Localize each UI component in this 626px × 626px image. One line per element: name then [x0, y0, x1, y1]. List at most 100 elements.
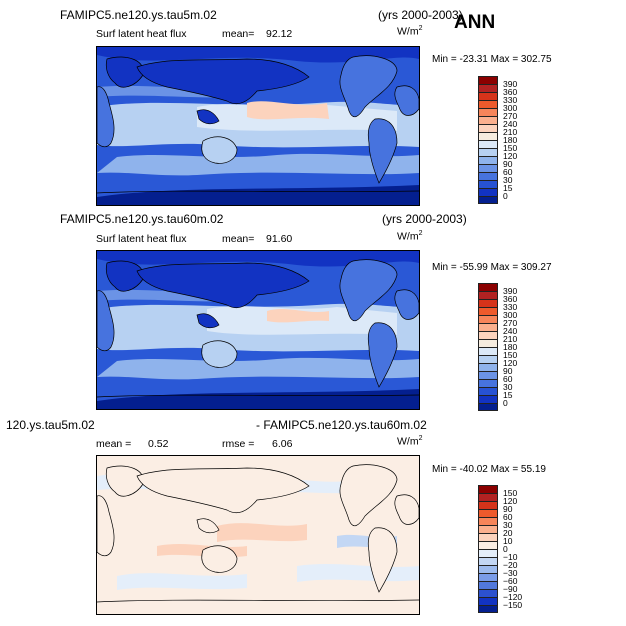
colorbar-swatch — [478, 92, 498, 100]
panel3-rmse-label: rmse = — [222, 438, 255, 450]
colorbar-swatch — [478, 541, 498, 549]
colorbar-swatch — [478, 557, 498, 565]
colorbar-tick-label: 330 — [503, 302, 518, 312]
panel3-minmax: Min = -40.02 Max = 55.19 — [432, 464, 546, 475]
colorbar-swatch — [478, 379, 498, 387]
colorbar-swatch — [478, 371, 498, 379]
colorbar-tick-label: 30 — [503, 382, 513, 392]
colorbar-tick-label: 120 — [503, 496, 518, 506]
colorbar-frame — [478, 283, 498, 411]
colorbar-tick-label: 120 — [503, 151, 518, 161]
colorbar-swatch — [478, 180, 498, 188]
colorbar-swatch — [478, 156, 498, 164]
colorbar-tick-label: 0 — [503, 191, 508, 201]
panel2-map-svg — [97, 251, 419, 409]
colorbar-swatch — [478, 84, 498, 92]
colorbar-swatch — [478, 196, 498, 204]
colorbar-tick-label: 60 — [503, 167, 513, 177]
colorbar-swatch — [478, 323, 498, 331]
colorbar-tick-label: −90 — [503, 584, 518, 594]
season-label: ANN — [454, 12, 496, 33]
colorbar-tick-label: 15 — [503, 183, 513, 193]
colorbar-tick-label: 360 — [503, 87, 518, 97]
panel2-years: (yrs 2000-2003) — [382, 212, 467, 226]
panel3-units: W/m2 — [397, 435, 423, 448]
colorbar-tick-label: 30 — [503, 175, 513, 185]
colorbar-swatch — [478, 355, 498, 363]
colorbar-tick-label: 90 — [503, 159, 513, 169]
panel1-units: W/m2 — [397, 25, 423, 38]
colorbar-tick-label: 0 — [503, 544, 508, 554]
colorbar-tick-label: −60 — [503, 576, 518, 586]
colorbar-swatch — [478, 533, 498, 541]
colorbar-swatch — [478, 363, 498, 371]
colorbar-tick-label: 240 — [503, 326, 518, 336]
colorbar-tick-label: 300 — [503, 103, 518, 113]
panel2-map — [96, 250, 420, 410]
colorbar-swatch — [478, 315, 498, 323]
colorbar-swatch — [478, 525, 498, 533]
panel1-case-title: FAMIPC5.ne120.ys.tau5m.02 — [60, 8, 217, 22]
panel2-mean-label: mean= — [222, 233, 255, 245]
colorbar-tick-label: 270 — [503, 318, 518, 328]
panel3-mean-value: 0.52 — [148, 438, 169, 450]
colorbar-tick-label: 390 — [503, 79, 518, 89]
panel3-case-left: 120.ys.tau5m.02 — [6, 418, 95, 432]
colorbar-tick-label: −120 — [503, 592, 523, 602]
colorbar-swatch — [478, 331, 498, 339]
colorbar-tick-label: 0 — [503, 398, 508, 408]
colorbar-swatch — [478, 132, 498, 140]
colorbar-tick-label: 240 — [503, 119, 518, 129]
colorbar-tick-label: 210 — [503, 127, 518, 137]
colorbar-tick-label: 180 — [503, 135, 518, 145]
colorbar-swatch — [478, 291, 498, 299]
colorbar-swatch — [478, 581, 498, 589]
colorbar-tick-label: 60 — [503, 374, 513, 384]
panel3-mean-label: mean = — [96, 438, 132, 450]
colorbar-swatch — [478, 339, 498, 347]
colorbar-swatch — [478, 140, 498, 148]
colorbar-swatch — [478, 387, 498, 395]
colorbar-tick-label: 60 — [503, 512, 513, 522]
colorbar-swatch — [478, 188, 498, 196]
colorbar-swatch — [478, 148, 498, 156]
colorbar-swatch — [478, 517, 498, 525]
colorbar-swatch — [478, 307, 498, 315]
colorbar-tick-label: 20 — [503, 528, 513, 538]
colorbar-tick-label: 270 — [503, 111, 518, 121]
panel1-map — [96, 46, 420, 206]
panel3-map-svg — [97, 456, 419, 614]
panel1-mean-value: 92.12 — [266, 28, 293, 40]
colorbar-tick-label: 15 — [503, 390, 513, 400]
panel1-mean-label: mean= — [222, 28, 255, 40]
colorbar-swatch — [478, 565, 498, 573]
colorbar-tick-label: 390 — [503, 286, 518, 296]
colorbar-tick-label: −30 — [503, 568, 518, 578]
colorbar-tick-label: 90 — [503, 366, 513, 376]
colorbar-swatch — [478, 589, 498, 597]
panel3-map — [96, 455, 420, 615]
colorbar-tick-label: 150 — [503, 350, 518, 360]
colorbar-swatch — [478, 395, 498, 403]
colorbar-tick-label: 210 — [503, 334, 518, 344]
panel1-variable: Surf latent heat flux — [96, 28, 187, 40]
colorbar-frame — [478, 485, 498, 613]
colorbar-tick-label: 150 — [503, 488, 518, 498]
panel2-units: W/m2 — [397, 230, 423, 243]
colorbar-frame — [478, 76, 498, 204]
panel3-case-right: - FAMIPC5.ne120.ys.tau60m.02 — [256, 418, 427, 432]
colorbar-tick-label: 30 — [503, 520, 513, 530]
colorbar-tick-label: −150 — [503, 600, 523, 610]
panel2-mean-value: 91.60 — [266, 233, 293, 245]
panel2-case-title: FAMIPC5.ne120.ys.tau60m.02 — [60, 212, 224, 226]
colorbar-swatch — [478, 605, 498, 613]
colorbar-tick-label: −10 — [503, 552, 518, 562]
colorbar-tick-label: 300 — [503, 310, 518, 320]
panel2-variable: Surf latent heat flux — [96, 233, 187, 245]
colorbar-swatch — [478, 124, 498, 132]
panel3-rmse-value: 6.06 — [272, 438, 293, 450]
colorbar-swatch — [478, 493, 498, 501]
colorbar-swatch — [478, 549, 498, 557]
colorbar-swatch — [478, 116, 498, 124]
panel2-minmax: Min = -55.99 Max = 309.27 — [432, 262, 552, 273]
